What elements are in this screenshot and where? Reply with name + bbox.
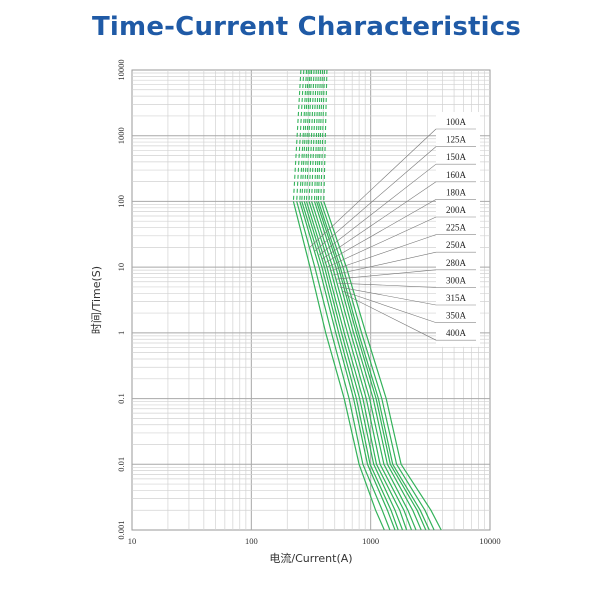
legend-label-280A: 280A	[446, 258, 467, 268]
curve-150A	[299, 201, 396, 531]
legend-leader-100A	[309, 128, 437, 248]
curve-250A	[311, 201, 417, 531]
y-tick-label: 0.1	[116, 393, 126, 404]
legend-leader-150A	[318, 163, 437, 256]
curve-dashed-180A	[303, 69, 311, 202]
curve-dashed-315A	[317, 69, 324, 202]
curve-dashed-350A	[320, 69, 326, 202]
curve-315A	[317, 201, 430, 531]
curve-dashed-125A	[296, 69, 305, 202]
x-tick-label: 1000	[362, 536, 379, 546]
x-tick-label: 10000	[479, 536, 500, 546]
curve-dashed-400A	[323, 69, 328, 202]
curve-dashed-250A	[311, 69, 317, 202]
y-axis-label: 时间/Time(S)	[90, 266, 103, 334]
curve-dashed-280A	[313, 69, 319, 202]
curve-125A	[296, 201, 391, 531]
legend-leader-125A	[314, 146, 437, 252]
curve-100A	[292, 201, 385, 531]
legend-label-250A: 250A	[446, 240, 467, 250]
curve-225A	[308, 201, 413, 531]
grid	[131, 69, 491, 531]
legend-leader-315A	[340, 286, 437, 306]
x-tick-label: 100	[245, 536, 258, 546]
x-axis-label: 电流/Current(A)	[269, 551, 352, 565]
legend-label-400A: 400A	[446, 328, 467, 338]
y-tick-label: 1000	[116, 127, 126, 144]
curve-dashed-150A	[299, 69, 308, 202]
legend-box	[436, 112, 480, 347]
legend-label-200A: 200A	[446, 205, 467, 215]
y-tick-label: 0.001	[116, 520, 126, 539]
curve-dashed-100A	[292, 69, 302, 202]
legend-leader-280A	[335, 269, 437, 280]
curve-dashed-200A	[305, 69, 313, 202]
curve-300A	[316, 201, 427, 531]
legend-label-300A: 300A	[446, 275, 467, 285]
legend-leader-400A	[346, 294, 437, 341]
legend-leader-350A	[342, 290, 437, 323]
legend-label-150A: 150A	[446, 152, 467, 162]
y-tick-label: 0.01	[116, 457, 126, 472]
legend-leader-300A	[338, 282, 437, 288]
curve-160A	[301, 201, 399, 531]
legend-leader-160A	[321, 181, 437, 260]
legend-label-180A: 180A	[446, 187, 467, 197]
legend-label-350A: 350A	[446, 311, 467, 321]
curves	[292, 69, 442, 531]
legend-label-160A: 160A	[446, 170, 467, 180]
y-tick-label: 1	[116, 331, 126, 335]
curve-280A	[313, 201, 422, 531]
legend-leader-225A	[329, 234, 437, 272]
ticks: 10 100 1000 10000 0.001 0.01 0.1 1 10 100 1000 1000…	[116, 59, 501, 546]
legend-label-100A: 100A	[446, 117, 467, 127]
page-title: Time-Current Characteristics	[92, 12, 522, 42]
y-tick-label: 100	[116, 195, 126, 208]
curve-dashed-160A	[301, 69, 309, 202]
legend-label-225A: 225A	[446, 223, 467, 233]
curve-350A	[320, 201, 435, 531]
curve-dashed-300A	[316, 69, 322, 202]
plot-frame	[131, 69, 491, 531]
y-tick-label: 10	[116, 263, 126, 272]
legend-label-125A: 125A	[446, 135, 467, 145]
legend-label-315A: 315A	[446, 293, 467, 303]
y-tick-label: 10000	[116, 59, 126, 80]
legend-leader-250A	[332, 251, 437, 276]
legend: 100A 125A 150A 160A 180A 200A 225A 250A 280A 300A…	[309, 117, 476, 341]
legend-leader-180A	[324, 199, 437, 264]
x-tick-label: 10	[128, 536, 137, 546]
curve-dashed-225A	[308, 69, 315, 202]
curve-400A	[323, 201, 442, 531]
curve-180A	[303, 201, 404, 531]
curve-200A	[305, 201, 408, 531]
legend-leader-200A	[326, 216, 437, 268]
